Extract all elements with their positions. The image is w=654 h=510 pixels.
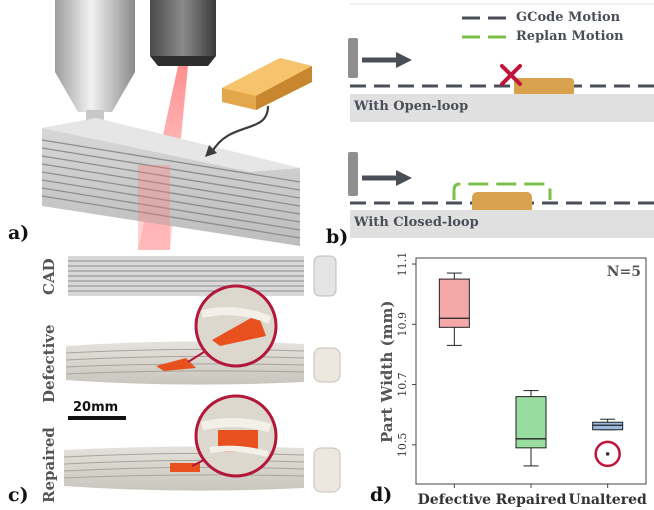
printed-part [41,118,301,250]
cad-model [68,255,337,297]
box-repaired [515,396,547,449]
panel-label-d: d) [370,484,393,506]
panel-label-a: a) [8,222,30,244]
y-tick-label: 11.1 [396,252,409,277]
legend-replan-label: Replan Motion [516,29,624,44]
x-tick-label: Unaltered [569,492,647,508]
panel-a-illustration [0,0,345,250]
outlier-highlight-circle [594,440,621,468]
outlier-point [605,452,610,456]
arrow-to-part [211,105,270,153]
y-tick-label: 10.5 [396,433,409,458]
closed-loop-label: With Closed-loop [354,215,479,230]
box-defective [438,278,470,328]
replan-path [452,182,552,200]
scale-bar-label: 20mm [73,400,119,415]
collision-x-mark [500,64,522,86]
y-tick-label: 10.9 [396,312,409,337]
legend-gcode-label: GCode Motion [516,10,621,25]
y-axis-label: Part Width (mm) [378,300,396,443]
closed-loop-nozzle [348,152,358,196]
x-tick-label: Defective [418,492,491,508]
row-label-defective: Defective [40,324,58,403]
open-loop-bed [350,94,654,122]
arrow-head [205,145,217,157]
panel-b-schematic [348,3,654,238]
defective-part [65,284,341,385]
panel-label-b: b) [326,226,349,248]
open-loop-obstacle [514,78,574,94]
panel-label-c: c) [8,484,29,506]
row-label-cad: CAD [40,258,58,295]
repaired-part [63,394,341,493]
laser-scanner [150,0,216,66]
x-tick-label: Repaired [496,492,567,508]
sample-size-annotation: N=5 [607,264,641,280]
open-loop-nozzle [348,38,358,78]
defect-block [222,58,312,110]
box-plot: 10.5 10.7 10.9 11.1 Defective Repaired Unalte… [396,252,647,508]
panel-c-parts [63,255,341,493]
closed-loop-bed [350,210,654,238]
closed-loop-obstacle [472,192,532,210]
open-loop-label: With Open-loop [354,99,469,114]
box-unaltered [592,421,624,431]
row-label-repaired: Repaired [40,427,58,503]
y-tick-label: 10.7 [396,372,409,397]
